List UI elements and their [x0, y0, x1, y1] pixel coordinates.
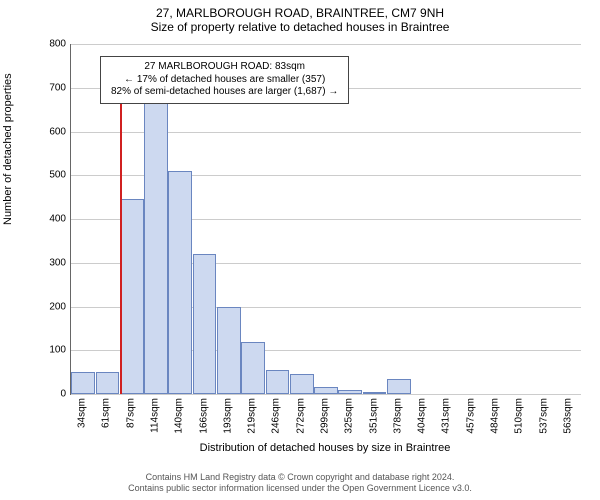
y-tick-label: 800: [49, 39, 66, 50]
histogram-bar: [387, 379, 411, 394]
histogram-bar: [120, 199, 144, 394]
x-tick-label: 87sqm: [125, 398, 136, 428]
y-tick-label: 700: [49, 82, 66, 93]
x-axis-label: Distribution of detached houses by size …: [70, 442, 580, 454]
x-tick-label: 61sqm: [101, 398, 112, 428]
y-tick-label: 600: [49, 126, 66, 137]
x-tick-label: 140sqm: [174, 398, 185, 434]
y-tick-label: 0: [60, 389, 66, 400]
histogram-bar: [266, 370, 290, 394]
x-tick-label: 299sqm: [320, 398, 331, 434]
gridline: [71, 394, 581, 395]
callout-line1: 27 MARLBOROUGH ROAD: 83sqm: [111, 61, 338, 74]
footer-line2: Contains public sector information licen…: [0, 483, 600, 494]
footer-line1: Contains HM Land Registry data © Crown c…: [0, 472, 600, 483]
x-tick-label: 219sqm: [247, 398, 258, 434]
marker-line: [120, 69, 122, 395]
y-tick-label: 200: [49, 301, 66, 312]
histogram-bar: [314, 387, 338, 394]
x-tick-label: 325sqm: [344, 398, 355, 434]
title-subtitle: Size of property relative to detached ho…: [0, 20, 600, 34]
x-tick-label: 351sqm: [368, 398, 379, 434]
y-tick-label: 400: [49, 214, 66, 225]
y-tick-label: 100: [49, 345, 66, 356]
histogram-bar: [241, 342, 265, 395]
histogram-bar: [144, 97, 168, 395]
x-tick-label: 537sqm: [538, 398, 549, 434]
histogram-bar: [363, 392, 387, 394]
histogram-bar: [96, 372, 120, 394]
footer: Contains HM Land Registry data © Crown c…: [0, 472, 600, 494]
title-address: 27, MARLBOROUGH ROAD, BRAINTREE, CM7 9NH: [0, 6, 600, 20]
x-tick-label: 193sqm: [222, 398, 233, 434]
x-tick-label: 246sqm: [271, 398, 282, 434]
histogram-bar: [217, 307, 241, 395]
histogram-bar: [71, 372, 95, 394]
y-tick-label: 300: [49, 257, 66, 268]
x-tick-label: 457sqm: [465, 398, 476, 434]
x-tick-label: 378sqm: [392, 398, 403, 434]
x-tick-label: 431sqm: [441, 398, 452, 434]
histogram-bar: [168, 171, 192, 394]
x-tick-label: 484sqm: [490, 398, 501, 434]
callout-line3: 82% of semi-detached houses are larger (…: [111, 86, 338, 99]
x-tick-label: 114sqm: [150, 398, 161, 433]
gridline: [71, 44, 581, 45]
callout-box: 27 MARLBOROUGH ROAD: 83sqm ← 17% of deta…: [100, 56, 349, 104]
x-tick-label: 34sqm: [77, 398, 88, 428]
x-tick-label: 272sqm: [295, 398, 306, 434]
x-tick-label: 510sqm: [514, 398, 525, 434]
x-tick-label: 404sqm: [417, 398, 428, 434]
x-tick-label: 166sqm: [198, 398, 209, 434]
histogram-bar: [193, 254, 217, 394]
histogram-bar: [338, 390, 362, 394]
y-tick-label: 500: [49, 170, 66, 181]
callout-line2: ← 17% of detached houses are smaller (35…: [111, 74, 338, 87]
x-tick-label: 563sqm: [562, 398, 573, 434]
y-axis-label: Number of detached properties: [2, 209, 14, 225]
histogram-bar: [290, 374, 314, 394]
